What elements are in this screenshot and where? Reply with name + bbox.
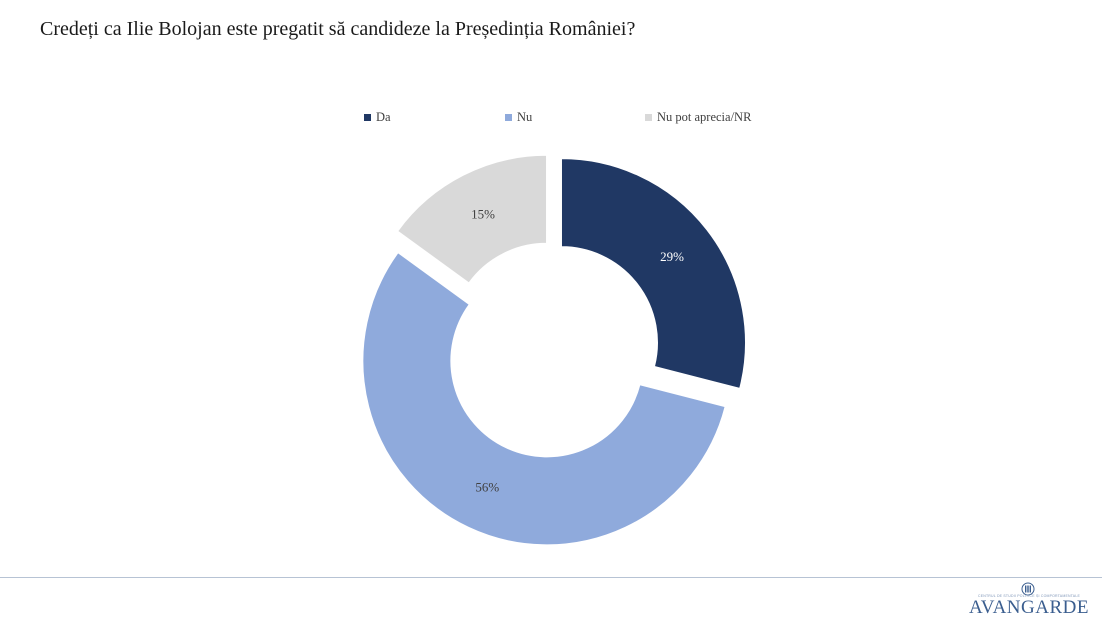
- avangarde-logo-icon: [1021, 582, 1035, 596]
- data-label-nu-pot-aprecia: 15%: [471, 207, 495, 222]
- footer-divider: [0, 577, 1102, 578]
- legend-swatch-nu: [505, 114, 512, 121]
- legend-swatch-da: [364, 114, 371, 121]
- logo-wordmark: AVANGARDE: [969, 597, 1089, 618]
- page-title: Credeți ca Ilie Bolojan este pregatit să…: [40, 18, 636, 40]
- legend-label-da: Da: [376, 110, 391, 124]
- avangarde-logo: CENTRUL DE STUDII POLITICE ȘI COMPORTAME…: [964, 582, 1094, 618]
- logo-tagline: CENTRUL DE STUDII POLITICE ȘI COMPORTAME…: [977, 594, 1081, 598]
- slice-da: [560, 158, 746, 390]
- legend-label-nu: Nu: [517, 110, 533, 124]
- data-label-nu: 56%: [475, 480, 499, 495]
- legend-item-nu-pot-aprecia: Nu pot aprecia/NR: [645, 110, 751, 125]
- slice-nu: [362, 252, 726, 546]
- legend-item-da: Da: [364, 110, 391, 125]
- data-label-da: 29%: [660, 249, 684, 264]
- slice-nu-pot-aprecia: [396, 154, 548, 284]
- legend-label-nu-pot-aprecia: Nu pot aprecia/NR: [657, 110, 752, 124]
- legend-swatch-nu-pot-aprecia: [645, 114, 652, 121]
- legend-item-nu: Nu: [505, 110, 532, 125]
